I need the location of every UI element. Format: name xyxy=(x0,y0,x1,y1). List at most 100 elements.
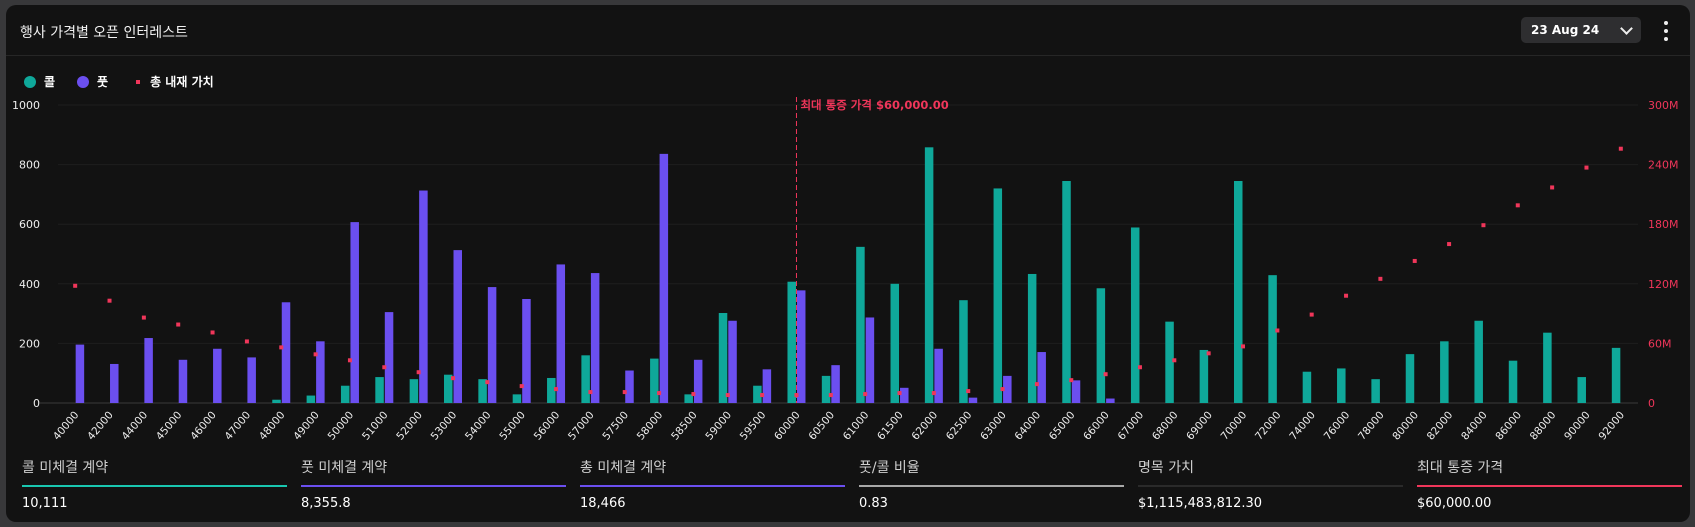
put-bar xyxy=(865,317,875,403)
total-value-point xyxy=(1378,276,1383,281)
put-bar xyxy=(728,320,737,403)
put-bar xyxy=(384,312,394,403)
total-value-point xyxy=(1344,293,1349,298)
y-right-tick-label: 60M xyxy=(1648,337,1672,350)
kebab-icon[interactable] xyxy=(1661,21,1671,41)
total-value-point xyxy=(622,390,627,395)
total-value-point xyxy=(725,393,730,398)
date-value: 23 Aug 24 xyxy=(1531,23,1600,37)
put-bar xyxy=(796,290,806,403)
x-tick-label: 82000 xyxy=(1425,409,1456,442)
call-bar xyxy=(993,188,1003,403)
x-tick-label: 57500 xyxy=(600,409,631,442)
call-bar xyxy=(1440,341,1449,403)
total-value-point xyxy=(897,391,902,396)
call-bar xyxy=(1199,349,1209,403)
x-tick-label: 61000 xyxy=(841,409,872,442)
put-bar xyxy=(900,387,909,403)
x-tick-label: 59500 xyxy=(738,409,769,442)
total-value-point xyxy=(519,384,524,389)
total-value-point xyxy=(451,376,455,381)
card-title: 행사 가격별 오픈 인터레스트 xyxy=(20,25,188,41)
call-bar xyxy=(444,374,453,403)
x-tick-label: 54000 xyxy=(463,409,494,442)
call-bar xyxy=(1234,180,1243,403)
call-bar xyxy=(1577,377,1586,403)
total-value-point xyxy=(1618,146,1623,151)
x-tick-label: 62500 xyxy=(944,409,975,442)
call-bar xyxy=(547,377,556,403)
put-bar xyxy=(178,359,188,403)
put-bar xyxy=(453,250,462,403)
y-right-tick-label: 240M xyxy=(1648,159,1679,172)
total-value-point xyxy=(691,392,696,397)
stat-label: 최대 통증 가격 xyxy=(1417,460,1504,476)
total-value-point xyxy=(1275,328,1280,333)
x-tick-label: 92000 xyxy=(1596,409,1627,442)
stat-value: 10,111 xyxy=(22,496,68,511)
call-bar xyxy=(718,313,728,403)
put-bar xyxy=(968,397,978,403)
call-bar xyxy=(787,281,796,403)
y-left-tick-label: 800 xyxy=(19,159,40,172)
put-bar xyxy=(316,341,325,403)
call-bar xyxy=(1543,332,1552,403)
x-tick-label: 61500 xyxy=(875,409,906,442)
date-dropdown[interactable]: 23 Aug 24 xyxy=(1521,17,1641,43)
max-pain-label: 최대 통증 가격 $60,000.00 xyxy=(800,98,948,112)
y-left-tick-label: 600 xyxy=(19,218,40,231)
x-tick-label: 51000 xyxy=(360,409,391,442)
put-bar xyxy=(1106,398,1115,403)
total-value-point xyxy=(588,390,593,395)
legend-call[interactable]: 콜 xyxy=(24,73,55,90)
total-value-point xyxy=(931,391,936,396)
put-bar xyxy=(762,369,772,403)
put-bar xyxy=(110,363,119,403)
stat-max-pain: 최대 통증 가격 $60,000.00 xyxy=(1417,457,1682,511)
legend-total[interactable]: 총 내재 가치 xyxy=(130,73,214,90)
y-left-tick-label: 0 xyxy=(33,397,40,410)
total-value-point xyxy=(1481,223,1486,228)
call-bar xyxy=(1302,371,1312,403)
total-value-point xyxy=(1034,382,1039,387)
x-tick-label: 57000 xyxy=(566,409,597,442)
legend-put[interactable]: 풋 xyxy=(77,73,108,90)
put-bar xyxy=(659,153,669,403)
call-bar xyxy=(1268,275,1277,403)
stat-notional-value: 명목 가치 $1,115,483,812.30 xyxy=(1138,457,1403,511)
put-bar xyxy=(247,357,256,403)
call-bar xyxy=(684,394,693,403)
x-tick-label: 49000 xyxy=(291,409,322,442)
put-bar xyxy=(213,348,222,403)
total-value-point xyxy=(1069,378,1074,383)
x-tick-label: 56000 xyxy=(532,409,563,442)
x-tick-label: 76000 xyxy=(1322,409,1353,442)
header-divider xyxy=(6,55,1690,56)
x-tick-label: 59000 xyxy=(703,409,734,442)
x-tick-label: 52000 xyxy=(394,409,425,442)
stat-put-call-ratio: 풋/콜 비율 0.83 xyxy=(859,457,1124,511)
put-bar xyxy=(556,264,566,403)
call-bar xyxy=(890,283,900,403)
call-bar xyxy=(581,355,590,403)
x-tick-label: 84000 xyxy=(1459,409,1490,442)
stat-label: 풋/콜 비율 xyxy=(859,460,920,476)
x-tick-label: 64000 xyxy=(1013,409,1044,442)
call-bar xyxy=(1474,320,1483,403)
put-bar xyxy=(487,287,497,403)
x-tick-label: 74000 xyxy=(1287,409,1318,442)
call-bar xyxy=(340,385,350,403)
call-bar xyxy=(959,300,968,403)
call-bar xyxy=(1130,227,1140,403)
stat-label: 콜 미체결 계약 xyxy=(22,460,109,476)
stat-value: $60,000.00 xyxy=(1417,496,1492,511)
stat-label: 명목 가치 xyxy=(1138,460,1194,476)
call-bar xyxy=(1405,354,1415,403)
total-value-point xyxy=(244,339,249,344)
total-value-point xyxy=(1515,203,1520,208)
put-bar xyxy=(144,338,153,403)
x-tick-label: 80000 xyxy=(1390,409,1421,442)
total-value-point xyxy=(1447,242,1452,247)
call-bar xyxy=(512,394,522,403)
